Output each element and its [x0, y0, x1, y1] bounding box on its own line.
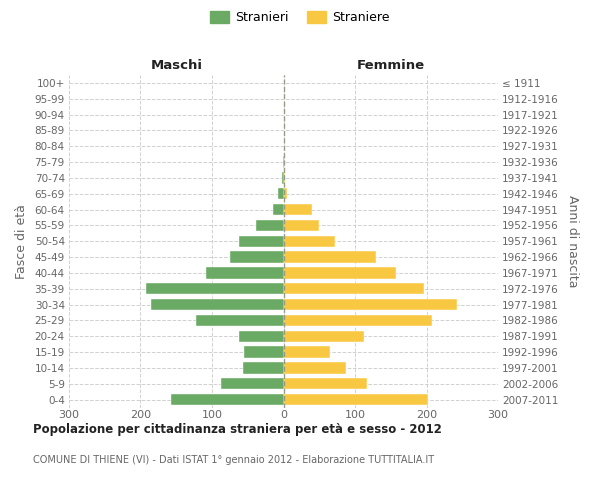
Bar: [273, 204, 284, 216]
Bar: [284, 330, 364, 342]
Bar: [284, 394, 428, 406]
Bar: [243, 362, 284, 374]
Bar: [278, 188, 284, 200]
Text: COMUNE DI THIENE (VI) - Dati ISTAT 1° gennaio 2012 - Elaborazione TUTTITALIA.IT: COMUNE DI THIENE (VI) - Dati ISTAT 1° ge…: [33, 455, 434, 465]
Bar: [206, 267, 284, 278]
Bar: [196, 314, 284, 326]
Bar: [284, 283, 424, 294]
Bar: [284, 204, 312, 216]
Bar: [284, 267, 397, 278]
Bar: [282, 172, 284, 184]
Bar: [170, 394, 284, 406]
Y-axis label: Anni di nascita: Anni di nascita: [566, 195, 579, 288]
Bar: [284, 362, 346, 374]
Bar: [256, 220, 284, 231]
Bar: [284, 220, 319, 231]
Bar: [230, 252, 284, 263]
Text: Popolazione per cittadinanza straniera per età e sesso - 2012: Popolazione per cittadinanza straniera p…: [33, 422, 442, 436]
Bar: [239, 236, 284, 247]
Bar: [151, 299, 284, 310]
Bar: [284, 346, 330, 358]
Bar: [284, 252, 376, 263]
Bar: [239, 330, 284, 342]
Bar: [284, 314, 431, 326]
Bar: [221, 378, 284, 390]
Y-axis label: Fasce di età: Fasce di età: [14, 204, 28, 279]
Text: Maschi: Maschi: [150, 60, 202, 72]
Bar: [284, 236, 335, 247]
Bar: [284, 299, 457, 310]
Text: Femmine: Femmine: [356, 60, 425, 72]
Legend: Stranieri, Straniere: Stranieri, Straniere: [205, 6, 395, 29]
Bar: [284, 378, 367, 390]
Bar: [283, 156, 284, 168]
Bar: [146, 283, 284, 294]
Bar: [244, 346, 284, 358]
Bar: [284, 172, 285, 184]
Bar: [284, 188, 287, 200]
